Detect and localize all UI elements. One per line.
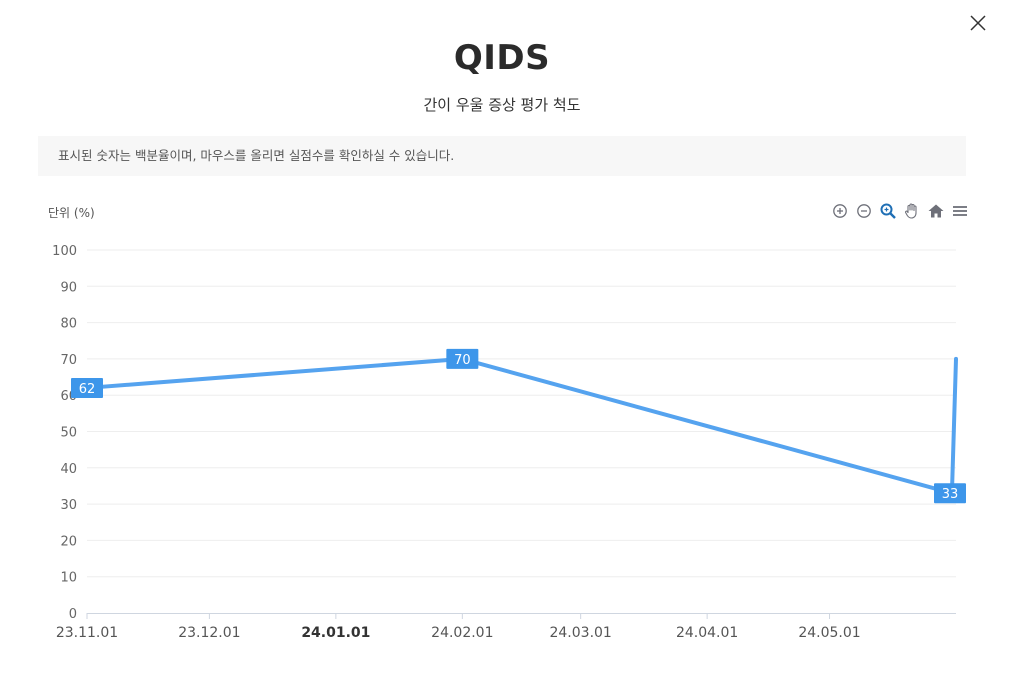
pan-button[interactable] bbox=[902, 201, 922, 221]
menu-button[interactable] bbox=[950, 201, 970, 221]
close-button[interactable] bbox=[967, 12, 989, 34]
series-line bbox=[86, 356, 958, 496]
y-axis-unit-label: 단위 (%) bbox=[48, 206, 95, 220]
zoom-in-button[interactable] bbox=[830, 201, 850, 221]
x-tick-label: 23.11.01 bbox=[56, 625, 118, 641]
y-tick-label: 80 bbox=[60, 317, 77, 332]
x-tick-label: 24.01.01 bbox=[301, 625, 370, 641]
x-tick-label: 24.02.01 bbox=[431, 625, 493, 641]
zoom-in-icon bbox=[833, 204, 847, 218]
y-tick-label: 20 bbox=[60, 534, 77, 549]
data-point bbox=[954, 356, 958, 361]
data-label-box bbox=[934, 483, 966, 504]
x-tick-label: 24.03.01 bbox=[549, 625, 611, 641]
data-label-box bbox=[446, 348, 479, 369]
x-tick-label: 24.04.01 bbox=[676, 625, 738, 641]
y-tick-label: 10 bbox=[60, 571, 77, 586]
page-title: QIDS bbox=[453, 38, 551, 78]
close-icon bbox=[970, 15, 986, 31]
data-label: 70 bbox=[454, 353, 471, 368]
data-label-box bbox=[71, 377, 103, 398]
data-label: 62 bbox=[79, 382, 96, 397]
y-tick-label: 70 bbox=[60, 353, 77, 368]
y-tick-label: 90 bbox=[60, 280, 77, 295]
x-tick-label: 23.12.01 bbox=[178, 625, 240, 641]
zoom-out-icon bbox=[857, 204, 871, 218]
y-tick-label: 30 bbox=[60, 498, 77, 513]
y-tick-label: 100 bbox=[52, 244, 77, 259]
zoom-selection-button[interactable] bbox=[878, 201, 898, 221]
chart-toolbar bbox=[830, 201, 970, 221]
menu-icon bbox=[953, 206, 967, 216]
zoom-selection-icon bbox=[880, 203, 896, 219]
reset-home-button[interactable] bbox=[926, 201, 946, 221]
zoom-out-button[interactable] bbox=[854, 201, 874, 221]
page-subtitle: 간이 우울 증상 평가 척도 bbox=[423, 96, 581, 114]
y-tick-label: 40 bbox=[60, 462, 77, 477]
pan-icon bbox=[905, 203, 917, 219]
notice-banner: 표시된 숫자는 백분율이며, 마우스를 올리면 실점수를 확인하실 수 있습니다… bbox=[38, 136, 966, 176]
data-label: 33 bbox=[942, 487, 959, 502]
y-tick-label: 0 bbox=[69, 607, 77, 622]
y-tick-label: 50 bbox=[60, 426, 77, 441]
x-tick-label: 24.05.01 bbox=[798, 625, 860, 641]
reset-home-icon bbox=[928, 204, 944, 218]
